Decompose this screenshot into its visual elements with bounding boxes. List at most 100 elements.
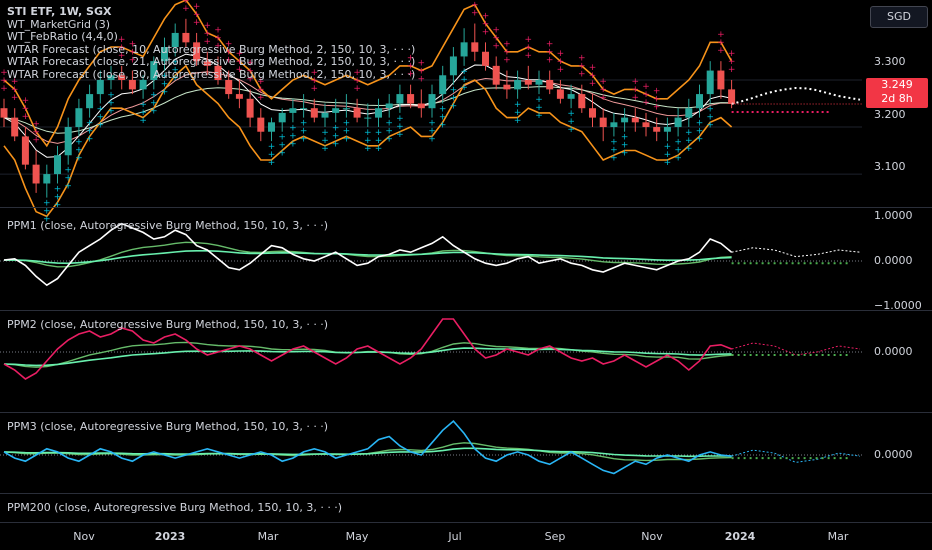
- grid-plus-marker: +: [118, 43, 126, 53]
- grid-plus-marker: +: [139, 108, 147, 118]
- time-tick: Sep: [544, 530, 566, 543]
- grid-plus-marker: +: [450, 94, 458, 104]
- ppm2-line: [3, 318, 732, 380]
- ppm3-tick: 0.0000: [874, 448, 913, 461]
- grid-plus-marker: +: [450, 86, 458, 96]
- grid-plus-marker: +: [43, 199, 51, 209]
- candle-body: [86, 94, 94, 109]
- ppm200-title[interactable]: PPM200 (close, Autoregressive Burg Metho…: [7, 501, 343, 514]
- legend-forecast-21[interactable]: WTAR Forecast (close, 21, Autoregressive…: [7, 55, 416, 68]
- grid-plus-marker: +: [717, 30, 725, 40]
- candle-body: [503, 84, 511, 90]
- pane-separator[interactable]: [0, 310, 932, 311]
- candle-body: [449, 56, 457, 76]
- time-tick: 2023: [154, 530, 186, 543]
- grid-plus-marker: +: [204, 29, 212, 39]
- grid-plus-marker: +: [343, 135, 351, 145]
- grid-plus-marker: +: [418, 74, 426, 84]
- pane-separator[interactable]: [0, 493, 932, 494]
- grid-plus-marker: +: [32, 128, 40, 138]
- candle-body: [439, 75, 447, 95]
- grid-plus-marker: +: [236, 57, 244, 67]
- grid-plus-marker: +: [706, 121, 714, 131]
- grid-plus-marker: +: [139, 116, 147, 126]
- grid-plus-marker: +: [118, 51, 126, 61]
- grid-plus-marker: +: [236, 49, 244, 59]
- grid-plus-marker: +: [11, 85, 19, 95]
- candle-body: [96, 79, 104, 95]
- grid-plus-marker: +: [578, 54, 586, 64]
- grid-plus-marker: +: [86, 119, 94, 129]
- grid-plus-marker: +: [225, 40, 233, 50]
- candle-body: [193, 42, 201, 62]
- grid-plus-marker: +: [706, 105, 714, 115]
- grid-plus-marker: +: [589, 79, 597, 89]
- ppm3-title[interactable]: PPM3 (close, Autoregressive Burg Method,…: [7, 420, 329, 433]
- legend-forecast-30[interactable]: WTAR Forecast (close, 30, Autoregressive…: [7, 67, 416, 81]
- candle-body: [54, 155, 61, 175]
- grid-plus-marker: +: [557, 57, 565, 67]
- grid-plus-marker: +: [685, 136, 693, 146]
- forecast-dotted-line: [731, 86, 861, 105]
- legend-marketgrid[interactable]: WT_MarketGrid (3): [7, 17, 111, 31]
- candle-body: [21, 136, 29, 165]
- candle-body: [535, 79, 543, 85]
- candle-body: [214, 65, 222, 80]
- grid-plus-marker: +: [107, 98, 115, 108]
- grid-plus-marker: +: [332, 123, 340, 133]
- pane-separator[interactable]: [0, 412, 932, 413]
- grid-plus-marker: +: [193, 2, 201, 12]
- grid-plus-marker: +: [278, 133, 286, 143]
- candle-body: [396, 94, 404, 104]
- legend-febratio[interactable]: WT_FebRatio (4,4,0): [7, 30, 118, 43]
- grid-plus-marker: +: [567, 117, 575, 127]
- candle-body: [203, 61, 211, 66]
- grid-plus-marker: +: [674, 153, 682, 163]
- grid-plus-marker: +: [54, 192, 62, 202]
- time-axis-separator: [0, 522, 932, 523]
- grid-plus-marker: +: [364, 128, 372, 138]
- grid-plus-marker: +: [492, 33, 500, 43]
- grid-plus-marker: +: [182, 0, 190, 6]
- grid-plus-marker: +: [22, 96, 30, 106]
- grid-plus-marker: +: [204, 21, 212, 31]
- grid-plus-marker: +: [246, 74, 254, 84]
- grid-plus-marker: +: [439, 121, 447, 131]
- candle-body: [342, 108, 350, 110]
- grid-plus-marker: +: [396, 130, 404, 140]
- grid-plus-marker: +: [535, 95, 543, 105]
- grid-plus-marker: +: [525, 43, 533, 53]
- candle-body: [599, 117, 607, 128]
- grid-plus-marker: +: [385, 135, 393, 145]
- ppm1-title[interactable]: PPM1 (close, Autoregressive Burg Method,…: [7, 219, 329, 232]
- candle-body: [32, 164, 40, 184]
- pane-separator[interactable]: [0, 207, 932, 208]
- grid-plus-marker: +: [642, 90, 650, 100]
- grid-plus-marker: +: [246, 66, 254, 76]
- grid-plus-marker: +: [557, 65, 565, 75]
- grid-plus-marker: +: [32, 136, 40, 146]
- grid-plus-marker: +: [653, 95, 661, 105]
- grid-plus-marker: +: [107, 106, 115, 116]
- ppm3-smooth-fast: [3, 442, 732, 462]
- grid-plus-marker: +: [150, 106, 158, 116]
- grid-plus-marker: +: [311, 76, 319, 86]
- grid-plus-marker: +: [632, 85, 640, 95]
- ppm2-title[interactable]: PPM2 (close, Autoregressive Burg Method,…: [7, 318, 329, 331]
- candle-body: [64, 127, 72, 156]
- grid-plus-marker: +: [257, 77, 265, 87]
- grid-plus-marker: +: [503, 48, 511, 58]
- grid-plus-marker: +: [503, 56, 511, 66]
- currency-button[interactable]: SGD: [870, 6, 928, 28]
- grid-plus-marker: +: [653, 103, 661, 113]
- candle-body: [663, 127, 671, 132]
- grid-plus-marker: +: [0, 68, 8, 78]
- candle-body: [546, 79, 554, 90]
- grid-plus-marker: +: [97, 113, 105, 123]
- grid-plus-marker: +: [332, 131, 340, 141]
- grid-plus-marker: +: [364, 136, 372, 146]
- grid-plus-marker: +: [214, 41, 222, 51]
- legend-forecast-10[interactable]: WTAR Forecast (close, 10, Autoregressive…: [7, 42, 416, 56]
- candle-body: [385, 103, 393, 109]
